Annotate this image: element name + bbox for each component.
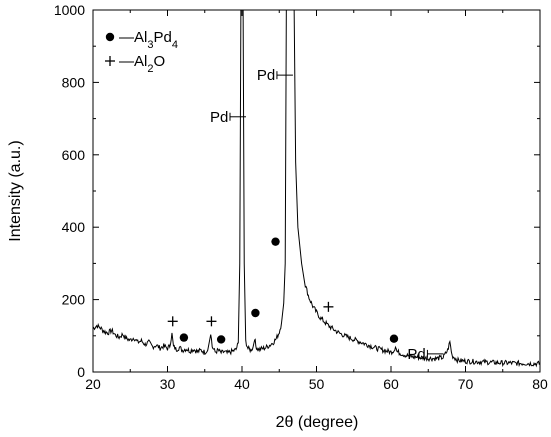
y-axis-label: Intensity (a.u.) [7,140,24,241]
series-layer [93,10,540,368]
al2o-peak-marker [167,316,178,327]
al2o-peak-marker [206,316,217,327]
legend: —Al3Pd4—Al2O [105,29,178,75]
legend-label: —Al2O [119,53,165,75]
annotation-layer: Pd Pd Pd [167,67,444,363]
legend-label: —Al3Pd4 [119,29,178,51]
x-tick-label: 20 [85,376,101,392]
al3pd4-peak-marker [251,308,260,318]
x-tick-label: 30 [160,376,176,392]
x-tick-label: 60 [383,376,399,392]
x-axis-label: 2θ (degree) [276,414,359,431]
al3pd4-peak-marker [271,237,280,246]
y-axis: 0 200 400 600 800 1000 [54,2,540,380]
y-tick-label: 800 [62,74,86,90]
legend-item: —Al2O [105,53,165,75]
al3pd4-peak-marker [216,335,226,344]
al2o-peak-marker [323,301,334,312]
series-line [93,10,540,368]
x-tick-label: 50 [309,376,325,392]
y-tick-label: 0 [77,364,85,380]
peak-label-pd: Pd [210,109,228,126]
x-axis: 20 30 40 50 60 70 80 [85,10,548,392]
y-tick-label: 400 [62,219,86,235]
peak-label-pd: Pd [407,346,425,363]
x-tick-label: 80 [532,376,548,392]
al3pd4-peak-marker [389,334,399,343]
peak-label-pd: Pd [257,67,275,84]
legend-item: —Al3Pd4 [105,29,178,51]
y-tick-label: 1000 [54,2,85,18]
y-tick-label: 200 [62,292,86,308]
legend-marker-circle [105,32,115,42]
x-tick-label: 70 [458,376,474,392]
y-tick-label: 600 [62,147,86,163]
x-tick-label: 40 [234,376,250,392]
al3pd4-peak-marker [179,333,189,342]
